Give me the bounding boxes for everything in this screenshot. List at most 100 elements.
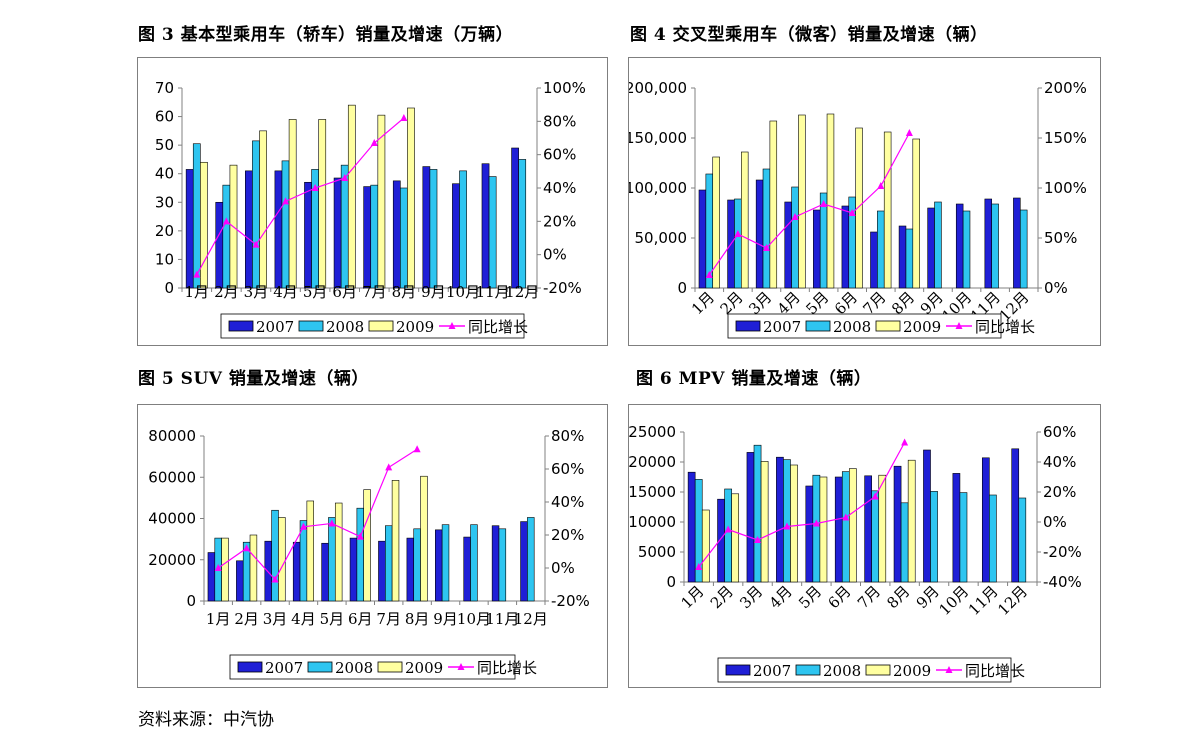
legend-swatch-2009 [368, 320, 394, 332]
bar-2008-4月 [299, 520, 308, 602]
category-label: 3月 [263, 610, 288, 628]
left-tick-label: 100,000 [629, 179, 687, 197]
bar-2009-7月 [878, 474, 887, 583]
legend: 2007 2008 2009 同比增长 [220, 313, 528, 339]
legend-label: 同比增长 [975, 318, 1035, 336]
bar-2008-3月 [753, 444, 762, 583]
category-label: 10月 [935, 582, 972, 619]
right-tick-label: -20% [1043, 543, 1082, 561]
growth-point [328, 519, 336, 527]
bar-2008-1月 [192, 143, 201, 289]
bar-2009-8月 [407, 107, 415, 289]
growth-point [695, 563, 703, 570]
bar-2009-1月 [712, 156, 720, 289]
bar-2008-2月 [734, 198, 742, 289]
legend-swatch-2007 [725, 664, 751, 676]
bar-2007-8月 [392, 180, 401, 289]
category-label: 1月 [677, 582, 707, 612]
right-tick-label: 20% [551, 526, 584, 544]
category-label: 4月 [291, 610, 316, 628]
growth-point [222, 217, 230, 225]
bar-2009-5月 [819, 476, 828, 583]
legend-swatch-2009 [377, 661, 403, 673]
right-tick-label: 100% [1044, 179, 1087, 197]
bar-2008-6月 [340, 164, 349, 289]
bar-2009-4月 [306, 500, 314, 602]
left-tick-label: 0 [164, 279, 174, 297]
left-tick-label: 5000 [638, 543, 676, 561]
bar-2007-3月 [746, 452, 755, 583]
left-tick-label: 10000 [629, 513, 676, 531]
category-label: 8月 [392, 283, 417, 301]
bar-2008-9月 [429, 169, 438, 289]
category-label: 9月 [433, 610, 458, 628]
bar-2008-11月 [989, 494, 997, 583]
bar-2009-2月 [731, 493, 740, 583]
bar-2007-1月 [698, 189, 707, 289]
bar-2008-12月 [1019, 209, 1028, 289]
right-tick-label: 40% [543, 179, 576, 197]
right-tick-label: 60% [543, 146, 576, 164]
bar-2007-3月 [755, 179, 764, 289]
growth-point [754, 536, 762, 543]
bar-2007-9月 [435, 529, 443, 602]
bar-2009-4月 [798, 114, 806, 289]
bar-2007-4月 [274, 170, 283, 289]
bar-2007-8月 [406, 537, 415, 602]
bar-2008-10月 [459, 170, 467, 289]
bar-2009-2月 [249, 534, 258, 602]
bar-2008-8月 [905, 228, 914, 289]
fig5-title: 图 5 SUV 销量及增速（辆） [138, 369, 369, 389]
right-tick-label: 100% [543, 79, 586, 97]
legend-label: 2008 [335, 659, 373, 677]
growth-point [762, 244, 770, 251]
growth-point [299, 522, 307, 530]
category-label: 11月 [476, 283, 510, 301]
category-label: 12月 [505, 283, 539, 301]
right-tick-label: -20% [543, 279, 582, 297]
bar-2009-1月 [221, 537, 229, 602]
bar-2009-1月 [200, 161, 208, 289]
category-label: 4月 [766, 582, 796, 612]
growth-point [370, 139, 378, 146]
growth-point [905, 129, 913, 136]
growth-point [724, 525, 732, 533]
bar-2007-5月 [304, 181, 312, 289]
bar-2008-9月 [441, 524, 450, 602]
bar-2007-2月 [717, 498, 725, 583]
bar-2007-9月 [422, 166, 431, 289]
category-label: 8月 [405, 610, 430, 628]
left-tick-label: 15000 [629, 483, 676, 501]
bar-2008-4月 [783, 459, 791, 583]
growth-point [871, 492, 879, 500]
bar-2008-8月 [413, 528, 421, 602]
bar-2009-8月 [912, 138, 920, 289]
legend-label: 2009 [405, 659, 443, 677]
growth-point [385, 463, 393, 471]
legend-swatch-2009 [865, 664, 891, 676]
fig4-title: 图 4 交叉型乘用车（微客）销量及增速（辆） [630, 25, 988, 45]
bar-2009-8月 [420, 475, 428, 602]
bar-2008-5月 [819, 192, 828, 289]
right-tick-label: 80% [551, 427, 584, 445]
bar-2007-10月 [955, 203, 964, 289]
left-tick-label: 60 [155, 108, 174, 126]
fig3-title: 图 3 基本型乘用车（轿车）销量及增速（万辆） [138, 25, 514, 45]
growth-line [196, 117, 405, 275]
bar-2008-10月 [962, 210, 971, 289]
bar-2008-6月 [356, 507, 365, 602]
right-tick-label: 0% [1043, 513, 1067, 531]
bar-2007-7月 [363, 186, 372, 289]
category-label: 7月 [362, 283, 387, 301]
right-tick-label: -40% [1043, 573, 1082, 591]
bar-2009-6月 [855, 127, 863, 289]
right-tick-label: 0% [551, 559, 575, 577]
fig3-chart: 0 10 20 30 40 50 60 70 -20% 0% 20% 40% 60% 80% 100% 1月 2… [137, 57, 608, 346]
fig6-title: 图 6 MPV 销量及增速（辆） [636, 369, 872, 389]
left-tick-label: 0 [677, 279, 687, 297]
bar-2008-3月 [252, 140, 260, 289]
bar-2007-6月 [834, 476, 843, 583]
legend-swatch-2008 [298, 320, 324, 332]
bar-2008-7月 [877, 210, 885, 289]
left-tick-label: 20000 [148, 551, 196, 569]
